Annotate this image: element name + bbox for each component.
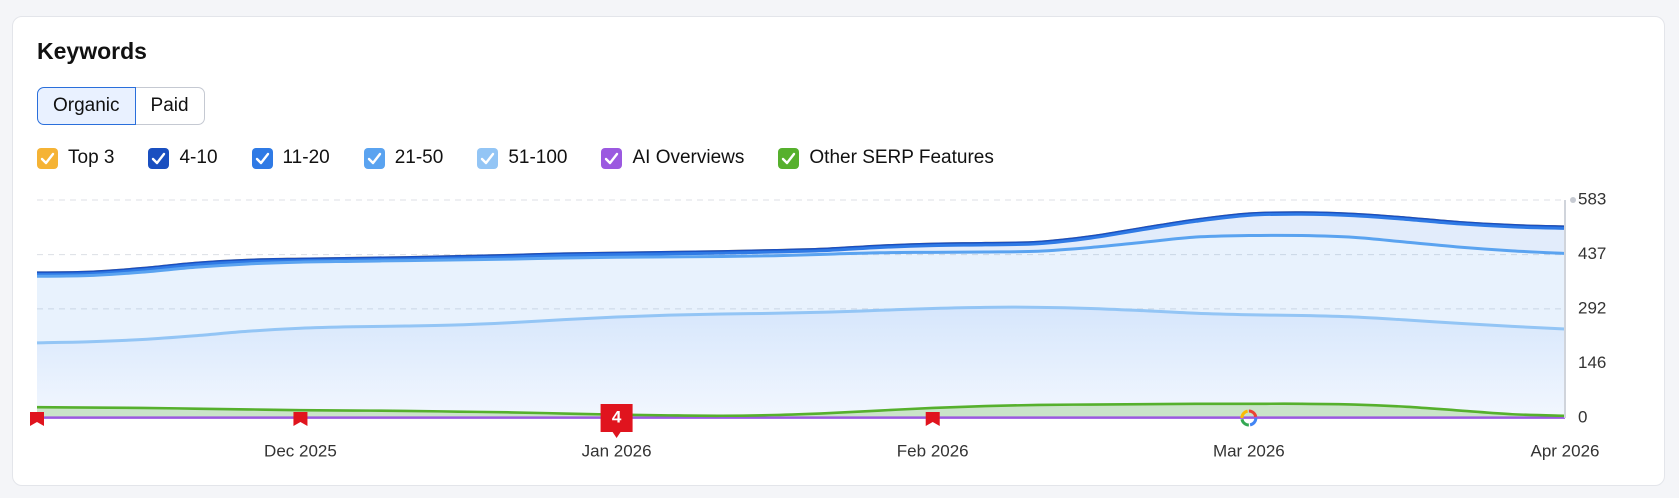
legend: Top 3 4-10 11-20 21-50 51-100 AI Overviews Oth… <box>37 147 994 169</box>
legend-checkbox[interactable] <box>37 147 58 169</box>
legend-checkbox[interactable] <box>148 147 170 169</box>
legend-item[interactable]: 11-20 <box>251 147 330 169</box>
legend-item[interactable]: 51-100 <box>477 147 567 169</box>
y-tick-label: 146 <box>1578 353 1606 372</box>
checkmark <box>40 152 55 164</box>
overlay-area <box>37 403 1565 418</box>
legend-label: 51-100 <box>508 147 568 168</box>
legend-label: 21-50 <box>394 147 444 168</box>
checkmark <box>782 152 796 164</box>
legend-item[interactable]: Other SERP Features <box>778 147 994 169</box>
legend-label: AI Overviews <box>632 147 745 168</box>
event-flag <box>30 412 44 426</box>
widget-title: Keywords <box>37 38 147 64</box>
legend-checkbox[interactable] <box>251 147 273 169</box>
x-tick-label: Feb 2026 <box>897 441 969 460</box>
stacked-area <box>37 214 1565 277</box>
event-count: 4 <box>612 407 622 426</box>
stacked-area <box>37 235 1565 343</box>
legend-label: 4-10 <box>179 147 218 168</box>
x-tick-label: Jan 2026 <box>582 441 652 460</box>
legend-item[interactable]: 4-10 <box>148 147 218 169</box>
event-flag-large <box>600 404 633 438</box>
x-tick-label: Mar 2026 <box>1213 441 1285 460</box>
legend-label: Top 3 <box>68 147 115 168</box>
series-line <box>36 233 1566 278</box>
tab-group: Organic Paid <box>37 87 205 125</box>
legend-checkbox[interactable] <box>601 147 623 169</box>
legend-checkbox[interactable] <box>778 147 800 169</box>
series-line <box>36 212 1566 276</box>
google-icon <box>1249 417 1258 427</box>
legend-item[interactable]: AI Overviews <box>601 147 744 169</box>
x-tick-label: Apr 2026 <box>1531 441 1600 460</box>
event-flag <box>293 412 308 426</box>
checkmark <box>255 152 269 164</box>
stacked-area <box>37 307 1565 418</box>
y-tick-label: 583 <box>1578 189 1606 208</box>
legend-label: 11-20 <box>282 147 330 168</box>
series-line <box>36 402 1566 418</box>
legend-label: Other SERP Features <box>809 147 994 168</box>
google-icon <box>1240 418 1250 427</box>
legend-item[interactable]: Top 3 <box>37 147 114 169</box>
edge-dot <box>1570 197 1576 203</box>
y-tick-label: 437 <box>1578 244 1606 263</box>
event-flag <box>925 412 940 426</box>
checkmark <box>605 152 619 164</box>
tab-organic[interactable]: Organic <box>37 87 136 125</box>
checkmark <box>367 152 381 164</box>
series-line <box>36 305 1566 345</box>
x-tick-label: Dec 2025 <box>264 441 337 460</box>
google-icon <box>1240 409 1249 419</box>
google-icon <box>1248 409 1258 418</box>
legend-checkbox[interactable] <box>477 147 499 169</box>
y-tick-label: 0 <box>1578 407 1587 426</box>
checkmark <box>152 152 166 164</box>
y-tick-label: 292 <box>1578 298 1606 317</box>
checkmark <box>481 152 495 164</box>
legend-checkbox[interactable] <box>363 147 385 169</box>
legend-item[interactable]: 21-50 <box>363 147 444 169</box>
tab-paid[interactable]: Paid <box>135 87 205 125</box>
